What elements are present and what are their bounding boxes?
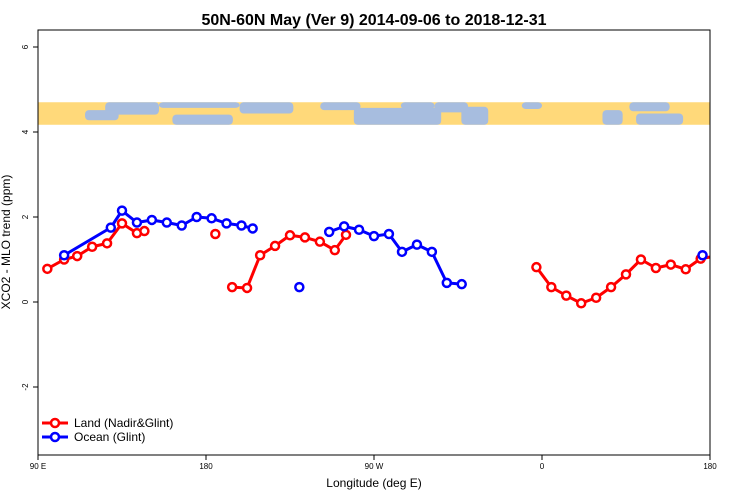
legend-label-land: Land (Nadir&Glint): [74, 416, 173, 430]
data-point-ocean: [176, 220, 187, 231]
map-ocean-patch: [353, 107, 442, 125]
x-tick-label: 90 E: [30, 462, 46, 471]
series-ocean: [58, 205, 750, 293]
map-ocean-patch: [461, 106, 489, 125]
data-point-land: [284, 230, 296, 241]
y-tick-label: 2: [21, 214, 30, 219]
legend-marker-land: [49, 417, 61, 429]
map-ocean-patch: [434, 102, 469, 113]
data-point-land: [299, 232, 311, 243]
map-ocean-patch: [239, 102, 294, 114]
data-point-land: [665, 259, 677, 270]
chart-title: 50N-60N May (Ver 9) 2014-09-06 to 2018-1…: [201, 12, 546, 29]
data-point-land: [575, 298, 587, 309]
data-point-ocean: [323, 226, 335, 238]
map-ocean-patch: [158, 102, 240, 108]
data-point-land: [269, 240, 281, 252]
data-point-land: [139, 225, 150, 237]
data-point-ocean: [697, 250, 708, 261]
data-point-ocean: [411, 239, 423, 250]
series-land: [42, 218, 749, 309]
data-point-ocean: [236, 220, 247, 231]
data-point-land: [712, 252, 720, 260]
data-point-ocean: [221, 218, 232, 229]
data-point-land: [561, 290, 572, 301]
data-point-land: [546, 281, 557, 293]
x-axis-label: Longitude (deg E): [326, 476, 421, 490]
data-point-ocean: [441, 277, 453, 289]
data-point-ocean: [206, 213, 217, 224]
data-point-land: [727, 243, 735, 251]
data-point-ocean: [383, 228, 395, 240]
data-point-land: [340, 229, 352, 241]
data-point-land: [531, 261, 542, 273]
data-point-ocean: [741, 224, 749, 232]
x-tick-label: 180: [199, 462, 213, 471]
data-point-land: [241, 282, 253, 294]
data-point-ocean: [191, 211, 202, 223]
map-ocean-patch: [105, 102, 159, 115]
world-map-strip: [38, 102, 710, 125]
data-point-ocean: [353, 224, 365, 235]
data-point-land: [42, 263, 53, 275]
y-axis-label: XCO2 - MLO trend (ppm): [0, 175, 13, 310]
data-point-ocean: [161, 217, 173, 228]
y-tick-label: 0: [21, 299, 30, 304]
data-point-ocean: [146, 214, 158, 226]
y-tick-label: -2: [21, 383, 30, 391]
map-ocean-patch: [602, 110, 623, 125]
map-ocean-patch: [629, 102, 670, 112]
series-line-land: [232, 233, 348, 290]
data-point-land: [71, 250, 83, 262]
data-point-ocean: [456, 278, 467, 290]
data-point-ocean: [338, 221, 350, 232]
data-point-land: [635, 254, 647, 265]
x-tick-label: 90 W: [365, 462, 384, 471]
data-point-land: [86, 241, 98, 252]
y-tick-label: 4: [21, 129, 30, 134]
map-ocean-patch: [521, 102, 542, 110]
data-point-ocean: [396, 246, 408, 258]
y-tick-label: 6: [21, 44, 30, 49]
data-point-land: [650, 262, 662, 274]
legend-label-ocean: Ocean (Glint): [74, 430, 145, 444]
data-point-land: [314, 236, 326, 247]
legend: Land (Nadir&Glint) Ocean (Glint): [42, 416, 173, 444]
data-point-land: [680, 264, 691, 275]
map-ocean-patch: [320, 102, 361, 111]
data-point-ocean: [131, 217, 143, 228]
map-ocean-patch: [636, 113, 684, 125]
data-point-land: [620, 269, 632, 280]
legend-item-ocean: Ocean (Glint): [42, 430, 145, 444]
data-point-land: [590, 292, 602, 303]
data-point-ocean: [368, 230, 380, 242]
data-point-ocean: [58, 250, 70, 261]
data-point-ocean: [294, 281, 305, 293]
map-ocean-patch: [172, 114, 233, 125]
data-point-land: [605, 281, 617, 293]
x-tick-label: 0: [540, 462, 545, 471]
map-ocean-patch: [85, 110, 119, 121]
series-line-ocean: [745, 211, 750, 228]
x-tick-label: 180: [703, 462, 717, 471]
legend-item-land: Land (Nadir&Glint): [42, 416, 173, 430]
plot-frame: [37, 29, 711, 456]
data-point-ocean: [105, 222, 117, 233]
data-point-land: [210, 228, 221, 240]
map-ocean-patch: [400, 102, 435, 110]
data-point-land: [116, 218, 128, 229]
data-point-ocean: [116, 205, 128, 216]
data-point-land: [329, 244, 341, 256]
data-point-land: [254, 250, 266, 261]
data-point-ocean: [426, 246, 438, 258]
series-line-ocean: [328, 224, 462, 286]
data-point-land: [101, 238, 113, 249]
data-point-land: [741, 239, 749, 247]
data-point-ocean: [247, 223, 258, 234]
legend-marker-ocean: [49, 431, 61, 443]
data-point-land: [226, 281, 238, 293]
